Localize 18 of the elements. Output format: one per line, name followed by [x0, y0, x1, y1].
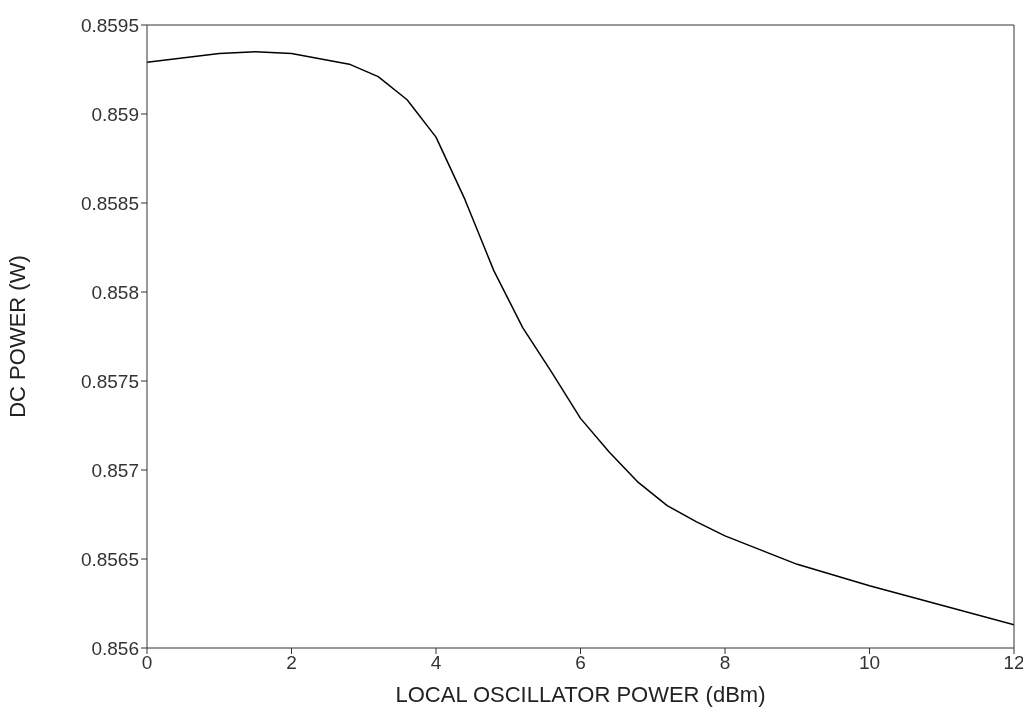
- y-tick-label: 0.859: [91, 103, 139, 125]
- x-tick-label: 10: [858, 652, 881, 674]
- x-tick-label: 4: [430, 652, 442, 674]
- x-tick-label: 6: [575, 652, 586, 674]
- y-tick-label: 0.858: [91, 281, 139, 303]
- x-axis-title: LOCAL OSCILLATOR POWER (dBm): [395, 682, 766, 707]
- x-tick-label: 0: [141, 652, 153, 674]
- y-tick-label: 0.8565: [80, 548, 139, 570]
- x-tick-label: 2: [286, 652, 297, 674]
- x-tick-label: 8: [719, 652, 731, 674]
- y-tick-label: 0.856: [91, 637, 139, 659]
- y-tick-label: 0.8575: [80, 370, 139, 392]
- y-tick-label: 0.8585: [80, 192, 139, 214]
- y-axis-title: DC POWER (W): [4, 255, 30, 418]
- y-tick-label: 0.857: [91, 459, 139, 481]
- y-tick-label: 0.8595: [80, 14, 139, 36]
- line-series: [147, 50, 1014, 626]
- x-tick-label: 12: [1003, 652, 1025, 674]
